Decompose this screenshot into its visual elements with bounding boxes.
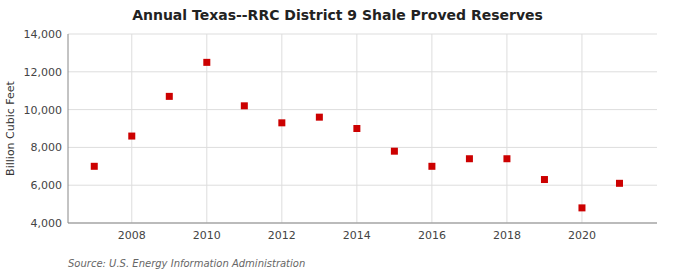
y-tick-label: 8,000 <box>31 141 63 154</box>
x-tick-label: 2008 <box>118 229 146 242</box>
chart-container: 4,000 6,000 8,000 10,000 12,000 14,000 2008 201… <box>0 0 675 275</box>
x-grid-line <box>431 34 432 223</box>
x-tick-label: 2020 <box>568 229 596 242</box>
y-grid-line <box>68 71 657 72</box>
point <box>166 93 173 100</box>
x-tick-label: 2012 <box>268 229 296 242</box>
point <box>541 176 548 183</box>
y-grid-line <box>68 223 657 224</box>
point <box>278 119 285 126</box>
point <box>616 180 623 187</box>
point <box>316 114 323 121</box>
x-tick-label: 2014 <box>343 229 371 242</box>
y-axis-line <box>68 34 69 223</box>
x-grid-line <box>506 34 507 223</box>
source-note: Source: U.S. Energy Information Administ… <box>68 258 305 269</box>
point <box>91 163 98 170</box>
point <box>466 155 473 162</box>
point <box>241 102 248 109</box>
point <box>128 133 135 140</box>
y-grid-line <box>68 109 657 110</box>
y-grid-line <box>68 147 657 148</box>
point <box>428 163 435 170</box>
point <box>353 125 360 132</box>
chart: 4,000 6,000 8,000 10,000 12,000 14,000 2008 201… <box>0 0 675 275</box>
y-tick-label: 12,000 <box>24 66 63 79</box>
point <box>203 59 210 66</box>
title: Annual Texas--RRC District 9 Shale Prove… <box>132 7 543 23</box>
point <box>503 155 510 162</box>
point <box>391 148 398 155</box>
y-tick-label: 14,000 <box>24 28 63 41</box>
y-tick-label: 10,000 <box>24 104 63 117</box>
x-grid-line <box>281 34 282 223</box>
y-grid-line <box>68 34 657 35</box>
y-tick-label: 6,000 <box>31 179 63 192</box>
points <box>91 59 623 212</box>
point <box>578 204 585 211</box>
x-tick-label: 2018 <box>493 229 521 242</box>
background <box>0 0 675 275</box>
x-grid-line <box>581 34 582 223</box>
x-tick-label: 2010 <box>193 229 221 242</box>
y-grid-line <box>68 185 657 186</box>
x-axis-line <box>68 223 657 224</box>
axes: 4,000 6,000 8,000 10,000 12,000 14,000 2008 201… <box>24 28 658 242</box>
y-tick-label: 4,000 <box>31 217 63 230</box>
y-axis-label: Billion Cubic Feet <box>4 80 17 175</box>
x-tick-label: 2016 <box>418 229 446 242</box>
grid <box>68 34 657 223</box>
x-grid-line <box>131 34 132 223</box>
